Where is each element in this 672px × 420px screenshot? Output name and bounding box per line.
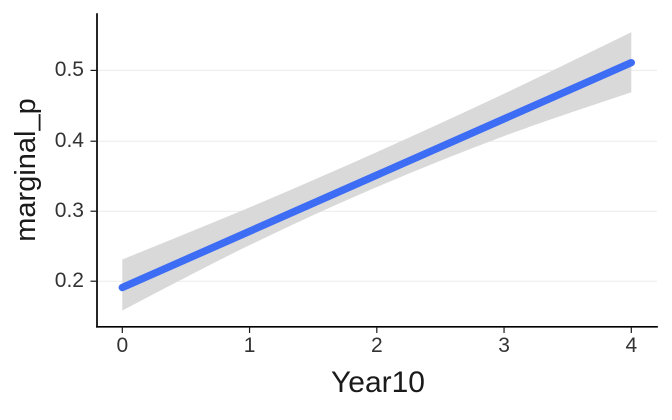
svg-text:3: 3	[498, 334, 510, 357]
svg-text:4: 4	[625, 334, 637, 357]
svg-text:0.3: 0.3	[55, 199, 84, 222]
svg-text:0.4: 0.4	[55, 129, 85, 152]
svg-text:0: 0	[116, 334, 128, 357]
svg-text:Year10: Year10	[331, 366, 425, 399]
svg-text:marginal_p: marginal_p	[10, 98, 42, 241]
svg-text:0.2: 0.2	[55, 269, 84, 292]
svg-text:0.5: 0.5	[55, 58, 84, 81]
svg-text:2: 2	[371, 334, 383, 357]
svg-text:1: 1	[244, 334, 256, 357]
